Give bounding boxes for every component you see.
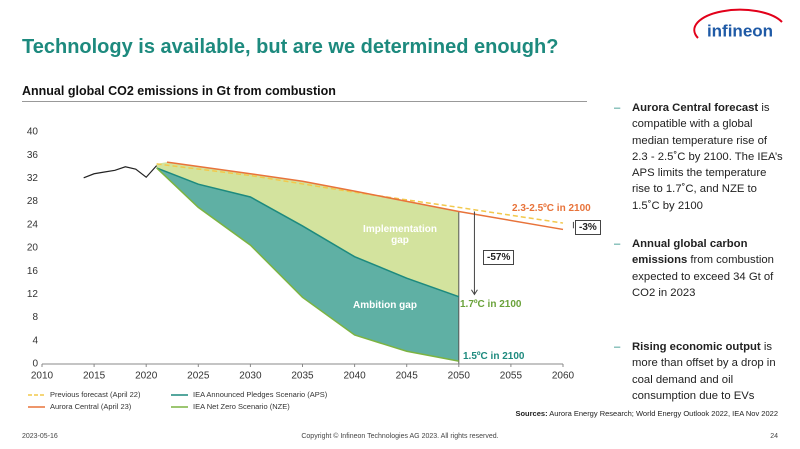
- y-tick-label: 8: [32, 312, 38, 323]
- annotation: 1.5ºC in 2100: [463, 351, 525, 362]
- series-line: [166, 161, 564, 231]
- bullet-dash: –: [614, 341, 621, 353]
- series-line: [156, 163, 564, 224]
- y-tick-label: 28: [27, 196, 39, 207]
- y-tick-label: 4: [32, 335, 38, 346]
- bullet: – Rising economic output is more than off…: [614, 339, 784, 404]
- arrow: [471, 211, 478, 296]
- x-tick-label: 2055: [500, 371, 523, 382]
- y-tick-label: 40: [27, 127, 39, 138]
- logo-text: infineon: [707, 21, 773, 40]
- x-tick-label: 2015: [83, 371, 106, 382]
- x-tick-label: 2045: [396, 371, 419, 382]
- bullet-text: Annual global carbon emissions from comb…: [632, 236, 784, 301]
- logo: infineon: [693, 8, 783, 40]
- bullet: – Annual global carbon emissions from com…: [614, 236, 784, 301]
- x-tick-label: 2025: [187, 371, 210, 382]
- y-tick-label: 16: [27, 266, 39, 277]
- legend-label: Aurora Central (April 23): [50, 402, 132, 411]
- sources-label: Sources:: [515, 409, 548, 418]
- footer-date: 2023-05-16: [22, 433, 58, 440]
- ambition-gap-area: [156, 167, 459, 362]
- bullet-body: is more than offset by a drop in coal de…: [632, 341, 776, 402]
- bullet-bold: Annual global carbon emissions: [632, 238, 748, 267]
- annotation: 2.3-2.5ºC in 2100: [512, 203, 591, 214]
- slide-title: Technology is available, but are we dete…: [22, 36, 559, 58]
- footer-page: 24: [770, 433, 778, 440]
- y-tick-label: 32: [27, 173, 39, 184]
- series-line: [83, 165, 158, 179]
- annotation: -3%: [575, 220, 601, 235]
- bullet-dash: –: [614, 102, 621, 114]
- bullet-body: is compatible with a global median tempe…: [632, 102, 783, 212]
- sources: Sources: Aurora Energy Research; World E…: [515, 409, 778, 418]
- bullet-bold: Aurora Central forecast: [632, 102, 759, 114]
- bullet: – Aurora Central forecast is compatible w…: [614, 100, 784, 214]
- y-tick-label: 12: [27, 289, 39, 300]
- bullet-text: Aurora Central forecast is compatible wi…: [632, 100, 784, 214]
- annotation: -57%: [483, 250, 515, 265]
- x-tick-label: 2040: [343, 371, 366, 382]
- bullet-body: from combustion expected to exceed 34 Gt…: [632, 254, 774, 299]
- x-tick-label: 2020: [135, 371, 158, 382]
- series-line: [156, 167, 459, 362]
- x-tick-label: 2010: [31, 371, 54, 382]
- series-line: [156, 167, 460, 298]
- footer-copyright: Copyright © Infineon Technologies AG 202…: [301, 433, 499, 440]
- bullet-text: Rising economic output is more than offs…: [632, 339, 784, 404]
- legend-label: IEA Announced Pledges Scenario (APS): [193, 390, 328, 399]
- y-tick-label: 0: [32, 359, 38, 370]
- bullet-bold: Rising economic output: [632, 341, 761, 353]
- legend-label: Previous forecast (April 22): [50, 390, 141, 399]
- bullet-dash: –: [614, 238, 621, 250]
- x-tick-label: 2050: [448, 371, 471, 382]
- x-tick-label: 2035: [291, 371, 314, 382]
- title-rule: [22, 101, 587, 102]
- chart-title: Annual global CO2 emissions in Gt from c…: [22, 84, 336, 98]
- y-tick-label: 36: [27, 150, 39, 161]
- annotation: Ambition gap: [353, 300, 417, 311]
- legend-label: IEA Net Zero Scenario (NZE): [193, 402, 290, 411]
- sources-text: Aurora Energy Research; World Energy Out…: [549, 409, 778, 418]
- x-tick-label: 2030: [239, 371, 262, 382]
- y-tick-label: 20: [27, 243, 39, 254]
- annotation: 1.7ºC in 2100: [460, 299, 522, 310]
- annotation: Implementation gap: [363, 224, 437, 246]
- chart: 0 4 8 12 16 20 24 28 32 36 40 2010 2015 2020 2025 2030 2…: [27, 127, 575, 411]
- y-tick-label: 24: [27, 219, 39, 230]
- x-tick-label: 2060: [552, 371, 575, 382]
- implementation-gap-area: [156, 162, 459, 297]
